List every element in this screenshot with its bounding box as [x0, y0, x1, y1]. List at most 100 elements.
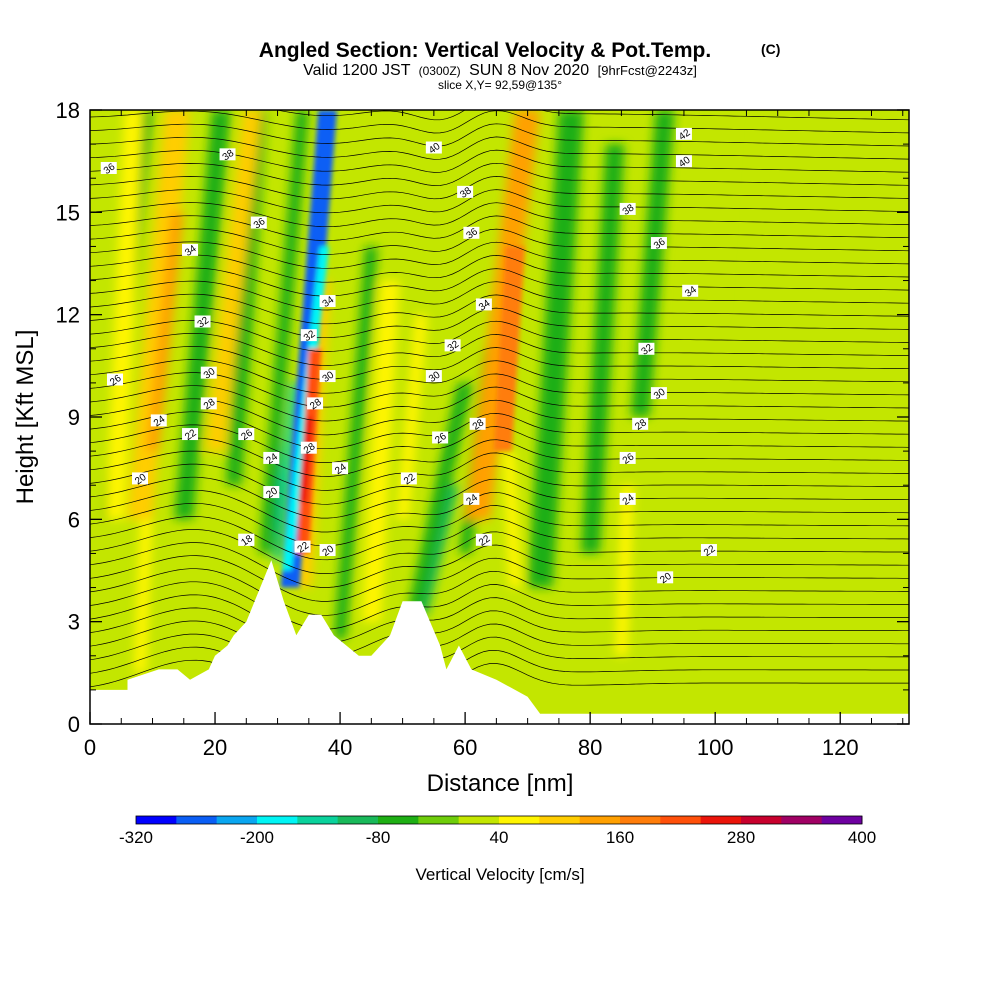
theta-contour-line-4	[90, 607, 909, 658]
theta-label-14: 24	[463, 492, 480, 508]
terrain	[90, 560, 909, 724]
colorbar-frame	[135, 815, 863, 825]
subtitle-forecast: [9hrFcst@2243z]	[598, 63, 697, 78]
theta-label-17: 26	[238, 427, 255, 443]
theta-label-bg	[182, 243, 199, 256]
theta-contour-line-12	[90, 502, 909, 547]
theta-label-bg	[300, 441, 317, 454]
velocity-band-6	[174, 110, 231, 520]
theta-label-bg	[107, 373, 124, 386]
theta-contour-line-6	[90, 581, 909, 630]
colorbar-tick-label: -320	[119, 828, 153, 847]
subtitle-utc: (0300Z)	[419, 64, 461, 78]
theta-label-bg	[238, 428, 255, 441]
theta-contour-line-9	[90, 542, 909, 588]
colorbar-tick-label: 280	[727, 828, 755, 847]
theta-contour-line-19	[90, 411, 909, 450]
theta-label-bg	[675, 155, 692, 168]
theta-label-bg	[682, 284, 699, 297]
theta-label-4: 20	[319, 543, 337, 559]
theta-label-bg	[657, 571, 674, 584]
velocity-band-28	[615, 485, 634, 656]
theta-label-bg	[619, 492, 636, 505]
velocity-band-24	[396, 314, 428, 520]
y-tick-label: 6	[68, 507, 80, 532]
velocity-band-23	[361, 280, 400, 622]
y-tick-label: 0	[68, 712, 80, 737]
colorbar: -320 -200 -80 40 160 280 400	[119, 815, 876, 847]
theta-label-bg	[469, 417, 486, 430]
theta-label-bg	[638, 342, 655, 355]
contour-labels: 1618202020202222222222242424242426262626…	[100, 127, 718, 586]
theta-label-bg	[319, 295, 336, 308]
chart-slice-label: slice X,Y= 92,59@135°	[438, 78, 562, 92]
chart-title-unit: (C)	[761, 41, 780, 57]
theta-label-bg	[263, 486, 280, 499]
theta-label-26: 30	[319, 369, 337, 385]
theta-label-bg	[463, 226, 480, 239]
theta-label-37: 36	[100, 161, 118, 177]
colorbar-swatch	[297, 816, 339, 824]
x-tick-label: 40	[328, 735, 352, 760]
theta-label-bg	[425, 370, 442, 383]
theta-contour-line-30	[90, 267, 909, 297]
theta-label-bg	[332, 462, 349, 475]
x-tick-label: 100	[697, 735, 734, 760]
theta-contour-line-27	[90, 306, 909, 339]
y-tick-label: 12	[56, 303, 80, 328]
chart-title-group: Angled Section: Vertical Velocity & Pot.…	[259, 39, 781, 92]
theta-label-40: 36	[650, 236, 668, 252]
theta-contour-line-24	[90, 346, 909, 380]
theta-label-43: 38	[619, 202, 637, 218]
subtitle-date: SUN 8 Nov 2020	[469, 62, 589, 79]
y-axis-label: Height [Kft MSL]	[12, 330, 39, 505]
theta-label-bg	[132, 472, 149, 485]
theta-contour-line-20	[90, 398, 909, 436]
theta-label-bg	[319, 544, 336, 557]
theta-contour-line-7	[90, 568, 909, 616]
theta-label-bg	[632, 417, 649, 430]
velocity-band-15	[683, 110, 734, 315]
y-tick-label: 3	[68, 610, 80, 635]
theta-label-38: 36	[250, 216, 268, 231]
theta-label-bg	[194, 315, 211, 328]
theta-contour-line-41	[90, 123, 909, 147]
colorbar-swatch	[499, 816, 540, 824]
theta-contour-line-21	[90, 385, 909, 422]
x-tick-label: 20	[203, 735, 227, 760]
theta-contour-line-14	[90, 476, 909, 519]
x-axis: 0 20 40 60 80 100 120	[84, 110, 904, 760]
theta-label-27: 30	[425, 369, 443, 385]
theta-contour-line-32	[90, 241, 909, 269]
theta-contour-line-18	[90, 424, 909, 463]
theta-label-bg	[432, 431, 449, 444]
theta-label-34: 34	[319, 294, 337, 310]
theta-label-45: 40	[675, 154, 693, 170]
theta-label-12: 24	[263, 451, 280, 467]
theta-contour-line-40	[90, 136, 909, 160]
theta-contour-line-16	[90, 450, 909, 491]
theta-label-39: 36	[463, 226, 480, 242]
velocity-band-26	[493, 246, 525, 452]
theta-label-bg	[619, 202, 636, 215]
theta-label-19: 26	[619, 451, 637, 467]
theta-contour-line-29	[90, 280, 909, 311]
velocity-band-18	[146, 212, 184, 452]
theta-label-11: 24	[150, 414, 168, 429]
velocity-band-14	[630, 110, 675, 417]
theta-label-23: 28	[469, 417, 487, 433]
colorbar-swatch	[539, 816, 581, 824]
subtitle-valid: Valid 1200 JST	[303, 62, 411, 79]
colorbar-swatch	[781, 816, 823, 824]
theta-label-bg	[457, 185, 474, 198]
x-tick-label: 80	[578, 735, 602, 760]
velocity-band-16	[105, 110, 144, 520]
theta-label-bg	[294, 540, 311, 553]
theta-contour-line-38	[90, 162, 909, 186]
colorbar-title: Vertical Velocity [cm/s]	[415, 865, 584, 884]
colorbar-swatch	[378, 816, 419, 824]
colorbar-swatch	[821, 816, 863, 824]
theta-label-9: 22	[400, 472, 418, 487]
theta-label-2: 20	[132, 472, 149, 487]
